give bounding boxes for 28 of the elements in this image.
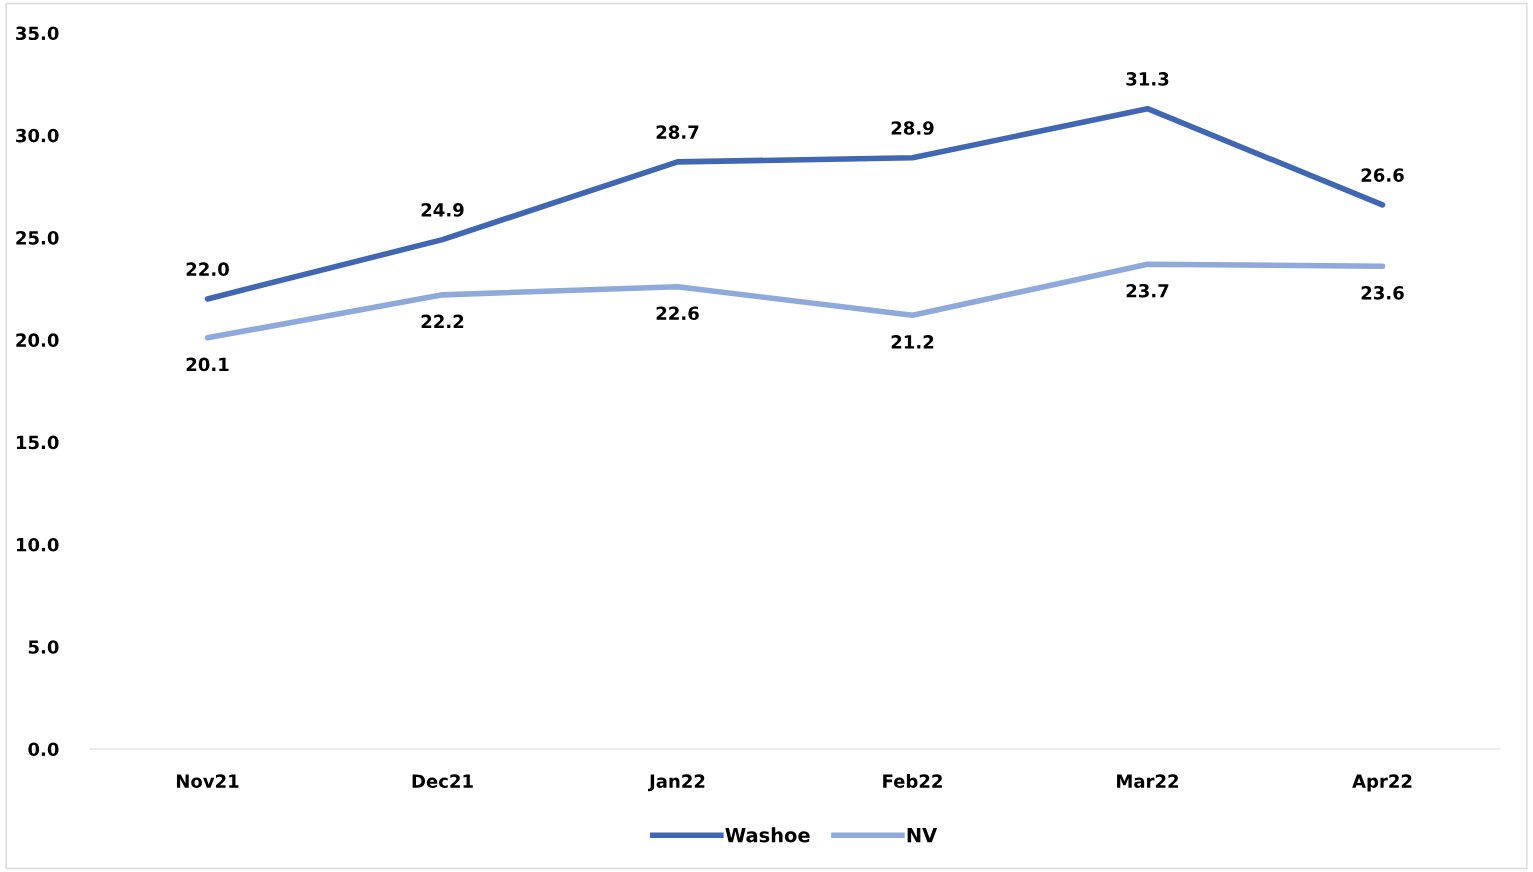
y-tick-label: 15.0 xyxy=(16,435,59,450)
x-tick-label: Feb22 xyxy=(883,774,942,788)
y-tick-label: 10.0 xyxy=(16,537,59,552)
data-label: 22.2 xyxy=(421,314,464,329)
x-tick-label: Nov21 xyxy=(176,774,239,788)
data-label: 21.2 xyxy=(891,335,934,349)
x-tick-label: Dec21 xyxy=(412,774,473,788)
x-tick-label: Mar22 xyxy=(1117,774,1179,788)
data-label: 23.7 xyxy=(1126,283,1169,298)
y-tick-label: 25.0 xyxy=(16,231,59,245)
legend-label: NV xyxy=(907,827,938,843)
data-label: 28.7 xyxy=(656,125,699,139)
y-tick-label: 30.0 xyxy=(16,128,59,143)
data-label: 28.9 xyxy=(891,121,934,135)
data-label: 20.1 xyxy=(186,357,229,372)
data-label: 22.6 xyxy=(656,306,699,321)
data-label: 31.3 xyxy=(1126,72,1169,86)
data-label: 24.9 xyxy=(421,203,464,217)
x-tick-label: Jan22 xyxy=(648,774,705,792)
data-label: 23.6 xyxy=(1361,285,1404,300)
data-label: 22.0 xyxy=(186,262,229,276)
x-tick-label: Apr22 xyxy=(1352,774,1412,792)
y-tick-label: 0.0 xyxy=(28,742,59,757)
y-tick-label: 5.0 xyxy=(28,640,59,654)
data-label: 26.6 xyxy=(1361,168,1404,182)
y-tick-label: 35.0 xyxy=(16,26,59,41)
legend-label: Washoe xyxy=(725,827,810,843)
y-tick-label: 20.0 xyxy=(16,333,59,347)
